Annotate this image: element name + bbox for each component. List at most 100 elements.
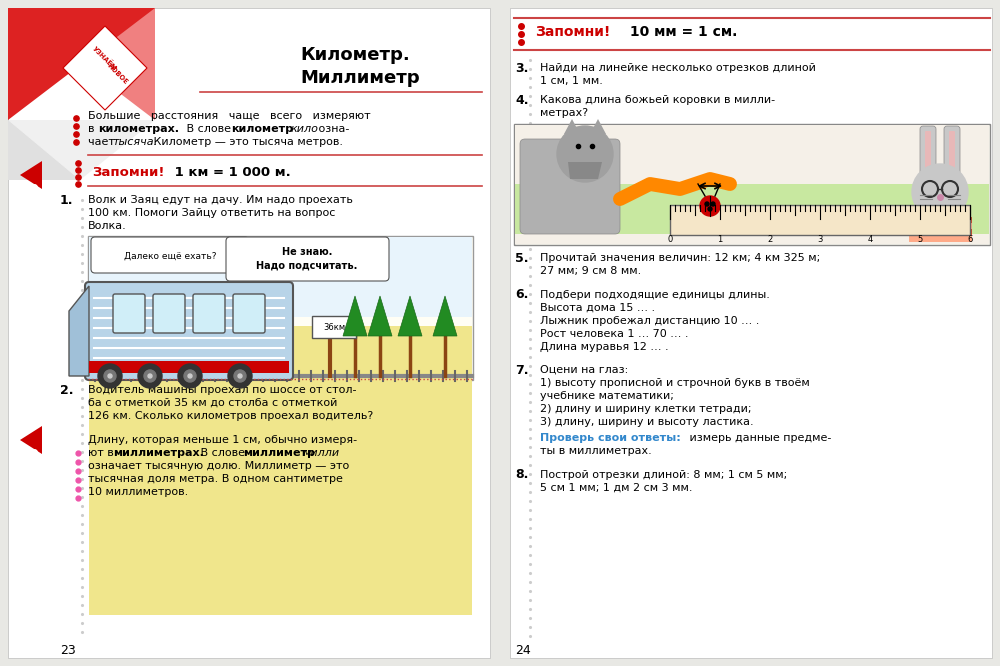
Text: ют в: ют в: [88, 448, 117, 458]
Text: Километр.: Километр.: [300, 46, 410, 64]
FancyBboxPatch shape: [113, 294, 145, 333]
FancyBboxPatch shape: [89, 361, 289, 373]
Text: 3.: 3.: [515, 61, 528, 75]
Circle shape: [234, 370, 246, 382]
Circle shape: [557, 126, 613, 182]
Polygon shape: [590, 119, 606, 134]
Polygon shape: [63, 26, 147, 110]
Text: 6.: 6.: [515, 288, 528, 302]
Circle shape: [188, 374, 192, 378]
Text: Лыжник пробежал дистанцию 10 … .: Лыжник пробежал дистанцию 10 … .: [540, 316, 759, 326]
Circle shape: [138, 364, 162, 388]
FancyBboxPatch shape: [515, 125, 989, 244]
FancyBboxPatch shape: [91, 237, 249, 273]
Text: Длину, которая меньше 1 см, обычно измеря-: Длину, которая меньше 1 см, обычно измер…: [88, 435, 357, 445]
Text: кило: кило: [291, 124, 319, 134]
Polygon shape: [398, 296, 422, 336]
Text: Найди на линейке несколько отрезков длиной: Найди на линейке несколько отрезков длин…: [540, 63, 816, 73]
Text: Не знаю.: Не знаю.: [282, 247, 332, 257]
Text: учебнике математики;: учебнике математики;: [540, 391, 674, 401]
Text: 100 км. Помоги Зайцу ответить на вопрос: 100 км. Помоги Зайцу ответить на вопрос: [88, 208, 335, 218]
Text: 6: 6: [967, 235, 973, 244]
Circle shape: [705, 202, 709, 206]
FancyBboxPatch shape: [670, 205, 970, 235]
Text: 27 мм; 9 см 8 мм.: 27 мм; 9 см 8 мм.: [540, 266, 641, 276]
Circle shape: [104, 370, 116, 382]
Text: Запомни!: Запомни!: [535, 25, 610, 39]
FancyBboxPatch shape: [226, 237, 389, 281]
Text: измерь данные предме-: измерь данные предме-: [686, 433, 831, 443]
Circle shape: [178, 364, 202, 388]
FancyBboxPatch shape: [520, 139, 620, 234]
Circle shape: [700, 196, 720, 216]
Text: 5: 5: [917, 235, 923, 244]
Text: Водитель машины проехал по шоссе от стол-: Водитель машины проехал по шоссе от стол…: [88, 385, 356, 395]
Text: Километр — это тысяча метров.: Километр — это тысяча метров.: [150, 137, 343, 147]
FancyBboxPatch shape: [925, 131, 931, 173]
FancyBboxPatch shape: [8, 8, 490, 658]
Circle shape: [711, 202, 715, 206]
Text: 1.: 1.: [60, 194, 74, 206]
Text: Высота дома 15 … .: Высота дома 15 … .: [540, 303, 655, 313]
Text: 10 мм = 1 см.: 10 мм = 1 см.: [625, 25, 737, 39]
FancyBboxPatch shape: [510, 8, 992, 658]
Circle shape: [912, 164, 968, 220]
Text: тысячная доля метра. В одном сантиметре: тысячная доля метра. В одном сантиметре: [88, 474, 343, 484]
Circle shape: [144, 370, 156, 382]
FancyBboxPatch shape: [514, 124, 990, 245]
Text: миллиметр: миллиметр: [243, 448, 315, 458]
FancyBboxPatch shape: [920, 126, 936, 182]
Text: Длина муравья 12 … .: Длина муравья 12 … .: [540, 342, 669, 352]
Circle shape: [708, 207, 712, 211]
Text: Надо подсчитать.: Надо подсчитать.: [256, 260, 358, 270]
Circle shape: [228, 364, 252, 388]
FancyBboxPatch shape: [949, 131, 955, 173]
Polygon shape: [433, 296, 457, 336]
Text: километрах.: километрах.: [98, 124, 179, 134]
Text: Построй отрезки длиной: 8 мм; 1 см 5 мм;: Построй отрезки длиной: 8 мм; 1 см 5 мм;: [540, 470, 787, 480]
Text: озна-: озна-: [315, 124, 349, 134]
Text: 4.: 4.: [515, 93, 528, 107]
Text: Оцени на глаз:: Оцени на глаз:: [540, 365, 628, 375]
Text: тысяча.: тысяча.: [112, 137, 157, 147]
Polygon shape: [343, 296, 367, 336]
Polygon shape: [8, 8, 155, 120]
Text: 36км: 36км: [323, 324, 345, 332]
FancyBboxPatch shape: [312, 316, 356, 338]
Text: Запомни!: Запомни!: [92, 165, 164, 178]
Text: 1 см, 1 мм.: 1 см, 1 мм.: [540, 76, 603, 86]
Text: Подбери подходящие единицы длины.: Подбери подходящие единицы длины.: [540, 290, 770, 300]
Text: 2.: 2.: [60, 384, 74, 396]
Text: Проверь свои ответы:: Проверь свои ответы:: [540, 433, 681, 443]
Text: Волка.: Волка.: [88, 221, 127, 231]
Text: Рост человека 1 … 70 … .: Рост человека 1 … 70 … .: [540, 329, 688, 339]
Polygon shape: [568, 162, 602, 179]
Text: километр: километр: [231, 124, 293, 134]
Polygon shape: [20, 426, 42, 454]
Text: ба с отметкой 35 км до столба с отметкой: ба с отметкой 35 км до столба с отметкой: [88, 398, 337, 408]
Text: Далеко ещё ехать?: Далеко ещё ехать?: [124, 252, 216, 260]
Text: 1: 1: [717, 235, 723, 244]
FancyBboxPatch shape: [153, 294, 185, 333]
Text: миллиметрах.: миллиметрах.: [113, 448, 204, 458]
Circle shape: [184, 370, 196, 382]
FancyBboxPatch shape: [515, 184, 989, 234]
Text: ты в миллиметрах.: ты в миллиметрах.: [540, 446, 652, 456]
Text: 10 миллиметров.: 10 миллиметров.: [88, 487, 188, 497]
Text: 2) длину и ширину клетки тетради;: 2) длину и ширину клетки тетради;: [540, 404, 752, 414]
Text: 4: 4: [867, 235, 873, 244]
Text: Большие   расстояния   чаще   всего   измеряют: Большие расстояния чаще всего измеряют: [88, 111, 371, 121]
Circle shape: [108, 374, 112, 378]
Text: чает: чает: [88, 137, 118, 147]
Text: Какова длина божьей коровки в милли-: Какова длина божьей коровки в милли-: [540, 95, 775, 105]
FancyBboxPatch shape: [944, 126, 960, 182]
Polygon shape: [8, 120, 80, 180]
Text: милли: милли: [303, 448, 340, 458]
Polygon shape: [8, 120, 155, 180]
Circle shape: [98, 364, 122, 388]
Text: НОВОЕ: НОВОЕ: [105, 63, 129, 85]
FancyBboxPatch shape: [89, 326, 472, 615]
Text: Волк и Заяц едут на дачу. Им надо проехать: Волк и Заяц едут на дачу. Им надо проеха…: [88, 195, 353, 205]
Polygon shape: [368, 296, 392, 336]
Text: 3: 3: [817, 235, 823, 244]
